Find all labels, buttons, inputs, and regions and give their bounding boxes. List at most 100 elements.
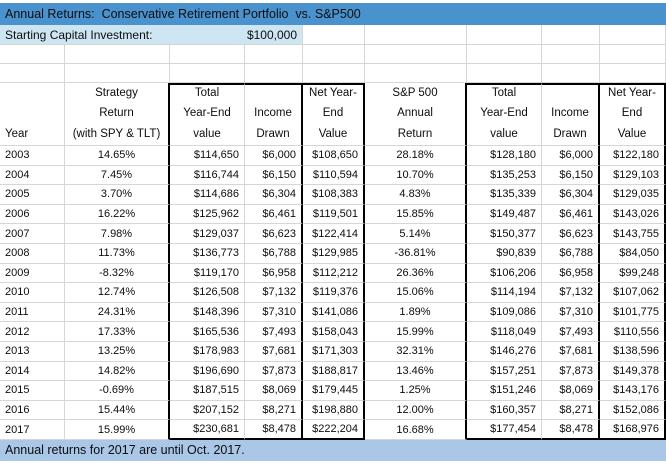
table-cell[interactable]: 4.83% <box>365 185 467 205</box>
empty-cell[interactable] <box>600 45 666 64</box>
empty-cell[interactable] <box>467 25 542 45</box>
table-cell[interactable]: $6,788 <box>245 243 303 264</box>
table-cell[interactable]: $7,681 <box>542 341 600 362</box>
table-cell[interactable]: -0.69% <box>65 381 170 401</box>
table-cell[interactable]: 2013 <box>0 341 65 362</box>
table-cell[interactable]: $8,478 <box>542 420 600 440</box>
empty-cell[interactable] <box>303 45 365 64</box>
empty-cell[interactable] <box>600 64 666 83</box>
table-cell[interactable]: $90,839 <box>467 243 542 264</box>
table-cell[interactable]: $6,304 <box>542 185 600 205</box>
empty-cell[interactable] <box>467 64 542 83</box>
header-cell[interactable]: Income Drawn <box>245 83 303 146</box>
table-cell[interactable]: $6,623 <box>542 224 600 244</box>
table-cell[interactable]: 15.44% <box>65 400 170 421</box>
table-cell[interactable]: 2003 <box>0 146 65 166</box>
empty-cell[interactable] <box>245 45 303 64</box>
starting-capital-value[interactable]: $100,000 <box>245 25 303 45</box>
table-cell[interactable]: $188,817 <box>303 361 365 382</box>
table-cell[interactable]: $119,376 <box>303 283 365 303</box>
empty-cell[interactable] <box>365 64 467 83</box>
table-cell[interactable]: $135,339 <box>467 185 542 205</box>
table-cell[interactable]: 2008 <box>0 243 65 264</box>
table-cell[interactable]: 28.18% <box>365 146 467 166</box>
table-cell[interactable]: $116,744 <box>170 165 245 186</box>
table-cell[interactable]: $177,454 <box>467 420 542 440</box>
table-cell[interactable]: $168,976 <box>600 420 666 440</box>
table-cell[interactable]: 14.65% <box>65 146 170 166</box>
table-cell[interactable]: 16.22% <box>65 204 170 225</box>
empty-cell[interactable] <box>170 64 245 83</box>
table-cell[interactable]: $84,050 <box>600 243 666 264</box>
empty-cell[interactable] <box>542 45 600 64</box>
table-cell[interactable]: 2017 <box>0 420 65 440</box>
table-cell[interactable]: $157,251 <box>467 361 542 382</box>
table-cell[interactable]: $160,357 <box>467 400 542 421</box>
empty-cell[interactable] <box>170 45 245 64</box>
table-cell[interactable]: $179,445 <box>303 381 365 401</box>
table-cell[interactable]: 2010 <box>0 283 65 303</box>
table-cell[interactable]: $8,478 <box>245 420 303 440</box>
table-cell[interactable]: 1.25% <box>365 381 467 401</box>
header-cell[interactable]: Total Year-End value <box>467 83 542 146</box>
table-cell[interactable]: $165,536 <box>170 322 245 342</box>
table-cell[interactable]: $8,271 <box>542 400 600 421</box>
table-cell[interactable]: $106,206 <box>467 263 542 284</box>
header-cell[interactable]: Strategy Return (with SPY & TLT) <box>65 83 170 146</box>
empty-cell[interactable] <box>600 25 666 45</box>
table-cell[interactable]: $7,873 <box>542 361 600 382</box>
header-cell[interactable]: Income Drawn <box>542 83 600 146</box>
table-cell[interactable]: $7,681 <box>245 341 303 362</box>
table-cell[interactable]: $141,086 <box>303 302 365 323</box>
header-cell[interactable]: Total Year-End value <box>170 83 245 146</box>
table-cell[interactable]: $114,650 <box>170 146 245 166</box>
empty-cell[interactable] <box>365 25 467 45</box>
table-cell[interactable]: $7,132 <box>542 283 600 303</box>
table-cell[interactable]: $149,378 <box>600 361 666 382</box>
table-cell[interactable]: 2016 <box>0 400 65 421</box>
table-cell[interactable]: $129,985 <box>303 243 365 264</box>
table-cell[interactable]: $110,556 <box>600 322 666 342</box>
table-cell[interactable]: $7,310 <box>542 302 600 323</box>
table-cell[interactable]: $135,253 <box>467 165 542 186</box>
table-cell[interactable]: $136,773 <box>170 243 245 264</box>
table-cell[interactable]: $198,880 <box>303 400 365 421</box>
table-cell[interactable]: $6,000 <box>542 146 600 166</box>
table-cell[interactable]: $128,180 <box>467 146 542 166</box>
table-cell[interactable]: $143,026 <box>600 204 666 225</box>
table-cell[interactable]: $7,873 <box>245 361 303 382</box>
table-cell[interactable]: $178,983 <box>170 341 245 362</box>
table-cell[interactable]: $8,069 <box>542 381 600 401</box>
table-cell[interactable]: $129,037 <box>170 224 245 244</box>
table-cell[interactable]: $99,248 <box>600 263 666 284</box>
starting-capital-label[interactable]: Starting Capital Investment: <box>0 25 245 45</box>
table-cell[interactable]: 10.70% <box>365 165 467 186</box>
empty-cell[interactable] <box>542 64 600 83</box>
table-cell[interactable]: $119,170 <box>170 263 245 284</box>
table-cell[interactable]: 26.36% <box>365 263 467 284</box>
table-cell[interactable]: $151,246 <box>467 381 542 401</box>
table-cell[interactable]: $152,086 <box>600 400 666 421</box>
table-cell[interactable]: 2011 <box>0 302 65 323</box>
table-cell[interactable]: $6,623 <box>245 224 303 244</box>
table-cell[interactable]: 2005 <box>0 185 65 205</box>
table-cell[interactable]: 16.68% <box>365 420 467 440</box>
table-cell[interactable]: $150,377 <box>467 224 542 244</box>
table-cell[interactable]: $114,194 <box>467 283 542 303</box>
table-cell[interactable]: 15.99% <box>365 322 467 342</box>
table-cell[interactable]: $6,958 <box>245 263 303 284</box>
table-cell[interactable]: $6,788 <box>542 243 600 264</box>
empty-cell[interactable] <box>467 45 542 64</box>
table-cell[interactable]: 2007 <box>0 224 65 244</box>
table-cell[interactable]: $114,686 <box>170 185 245 205</box>
table-cell[interactable]: 12.74% <box>65 283 170 303</box>
empty-cell[interactable] <box>303 25 365 45</box>
empty-cell[interactable] <box>0 45 65 64</box>
table-cell[interactable]: $108,650 <box>303 146 365 166</box>
table-cell[interactable]: $6,000 <box>245 146 303 166</box>
table-cell[interactable]: $6,461 <box>542 204 600 225</box>
empty-cell[interactable] <box>303 64 365 83</box>
table-cell[interactable]: 15.99% <box>65 420 170 440</box>
table-cell[interactable]: $158,043 <box>303 322 365 342</box>
empty-cell[interactable] <box>65 64 170 83</box>
